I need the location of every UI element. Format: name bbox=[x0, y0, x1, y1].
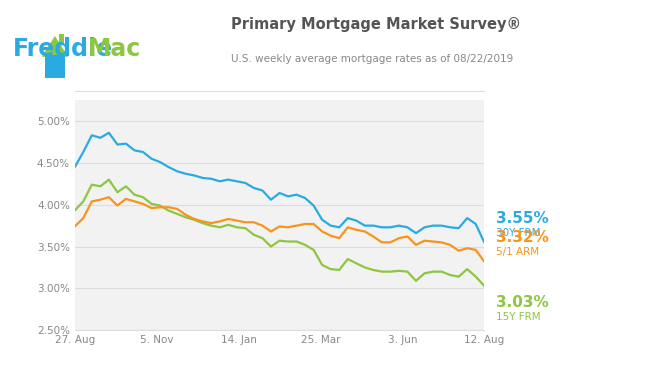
Polygon shape bbox=[59, 35, 64, 45]
Text: Primary Mortgage Market Survey®: Primary Mortgage Market Survey® bbox=[231, 17, 521, 32]
Text: 3.03%: 3.03% bbox=[496, 295, 549, 310]
Text: U.S. weekly average mortgage rates as of 08/22/2019: U.S. weekly average mortgage rates as of… bbox=[231, 54, 513, 64]
Text: 5/1 ARM: 5/1 ARM bbox=[496, 247, 539, 257]
Text: 15Y FRM: 15Y FRM bbox=[496, 312, 541, 322]
Text: 3.55%: 3.55% bbox=[496, 211, 549, 226]
Text: Freddie: Freddie bbox=[13, 37, 113, 61]
Text: 30Y FRM: 30Y FRM bbox=[496, 228, 540, 238]
Polygon shape bbox=[42, 36, 68, 57]
Text: Mac: Mac bbox=[88, 37, 141, 61]
Text: 3.32%: 3.32% bbox=[496, 230, 549, 245]
Polygon shape bbox=[45, 55, 65, 78]
